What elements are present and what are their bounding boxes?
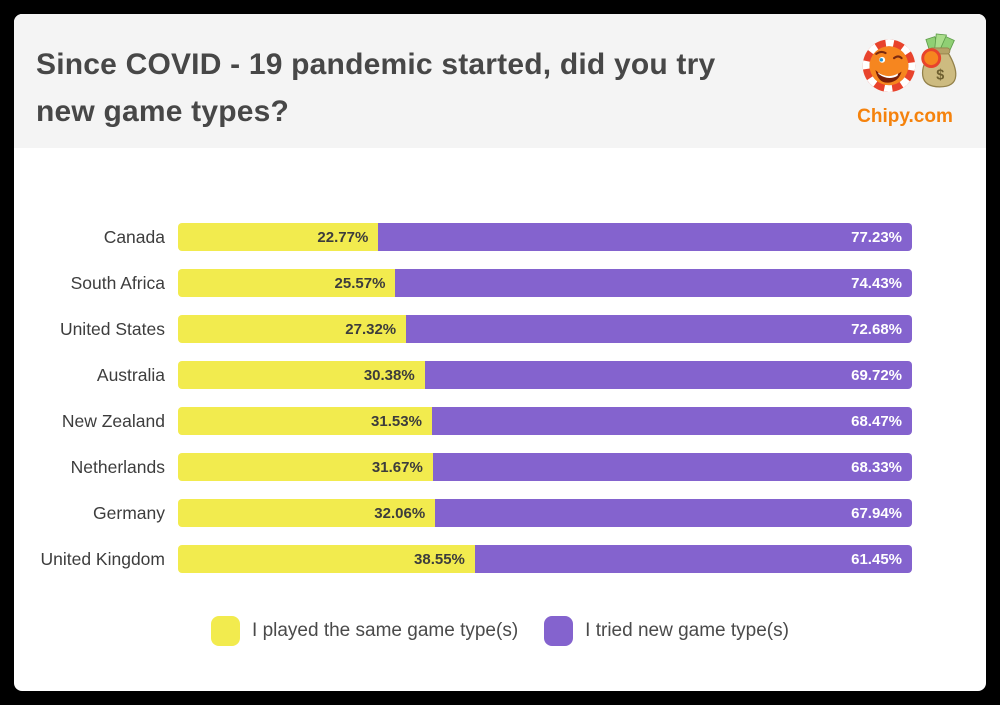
chart-legend: I played the same game type(s) I tried ne… [14, 616, 986, 646]
money-bag-icon: $ [921, 33, 957, 88]
bar-segment: 72.68% [406, 315, 912, 343]
bar-segment: 61.45% [474, 545, 912, 573]
stacked-bar-chart: Canada 22.77% 77.23% South Africa 25.57% 74.4… [14, 223, 986, 573]
legend-swatch-icon [544, 616, 574, 646]
legend-label: I played the same game type(s) [252, 620, 519, 641]
bar-value-label: 32.06% [374, 504, 426, 522]
bar-segment: 38.55% [178, 545, 475, 573]
bar-value-label: 27.32% [345, 320, 397, 338]
legend-item: I played the same game type(s) [211, 616, 518, 646]
bar-value-label: 68.33% [851, 458, 902, 476]
country-label: Netherlands [70, 456, 165, 477]
bar-segment: 25.57% [178, 269, 396, 297]
country-label: South Africa [70, 272, 165, 293]
legend-item: I tried new game type(s) [544, 616, 789, 646]
bar-value-label: 25.57% [334, 274, 386, 292]
card-header: Since COVID - 19 pandemic started, did y… [14, 14, 986, 148]
chart-row: United Kingdom 38.55% 61.45% [14, 545, 986, 573]
poker-chip-mascot-icon: $ [862, 33, 957, 92]
stacked-bar: 32.06% 67.94% [178, 499, 912, 527]
stacked-bar: 27.32% 72.68% [178, 315, 912, 343]
chart-row: Australia 30.38% 69.72% [14, 361, 986, 389]
country-label: Canada [103, 226, 165, 247]
bar-segment: 74.43% [395, 269, 912, 297]
stacked-bar: 31.67% 68.33% [178, 453, 912, 481]
bar-segment: 31.67% [178, 453, 433, 481]
svg-text:$: $ [936, 67, 944, 83]
bar-segment: 22.77% [178, 223, 379, 251]
legend-swatch-icon [211, 616, 241, 646]
bar-value-label: 38.55% [414, 550, 465, 568]
bar-segment: 77.23% [378, 223, 912, 251]
bar-value-label: 72.68% [851, 320, 902, 338]
page-title-line-2: new game types? [36, 95, 290, 128]
bar-segment: 32.06% [178, 499, 436, 527]
bar-segment: 27.32% [178, 315, 407, 343]
chart-row: Germany 32.06% 67.94% [14, 499, 986, 527]
page-title: Since COVID - 19 pandemic started, did y… [36, 41, 844, 135]
bar-value-label: 61.45% [851, 550, 902, 568]
stacked-bar: 31.53% 68.47% [178, 407, 912, 435]
stacked-bar: 30.38% 69.72% [178, 361, 912, 389]
bar-value-label: 68.47% [851, 412, 902, 430]
legend-label: I tried new game type(s) [585, 620, 789, 641]
bar-segment: 31.53% [178, 407, 432, 435]
bar-value-label: 67.94% [851, 504, 902, 522]
country-label: Germany [93, 502, 165, 523]
country-label: New Zealand [61, 410, 165, 431]
bar-segment: 68.47% [431, 407, 912, 435]
page-title-line-1: Since COVID - 19 pandemic started, did y… [36, 48, 716, 81]
country-label: Australia [96, 364, 165, 385]
chart-row: New Zealand 31.53% 68.47% [14, 407, 986, 435]
chart-card: Since COVID - 19 pandemic started, did y… [14, 14, 986, 691]
bar-value-label: 30.38% [363, 366, 415, 384]
chipy-brand-text: Chipy.com [857, 106, 953, 127]
stacked-bar: 22.77% 77.23% [178, 223, 912, 251]
country-label: United States [59, 318, 165, 339]
bar-segment: 67.94% [435, 499, 912, 527]
chart-row: United States 27.32% 72.68% [14, 315, 986, 343]
country-label: United Kingdom [40, 548, 165, 569]
winking-chip-face-icon [862, 39, 916, 92]
bar-segment: 30.38% [178, 361, 425, 389]
bar-value-label: 77.23% [851, 228, 902, 246]
bar-value-label: 31.67% [371, 458, 423, 476]
bar-segment: 69.72% [424, 361, 912, 389]
chart-row: Canada 22.77% 77.23% [14, 223, 986, 251]
chart-row: South Africa 25.57% 74.43% [14, 269, 986, 297]
chart-row: Netherlands 31.67% 68.33% [14, 453, 986, 481]
stacked-bar: 25.57% 74.43% [178, 269, 912, 297]
bar-value-label: 69.72% [851, 366, 902, 384]
bar-value-label: 22.77% [317, 228, 369, 246]
bar-segment: 68.33% [432, 453, 912, 481]
stacked-bar: 38.55% 61.45% [178, 545, 912, 573]
chipy-logo[interactable]: $ Chipy.com [844, 26, 966, 128]
bar-value-label: 74.43% [851, 274, 902, 292]
bar-value-label: 31.53% [371, 412, 422, 430]
